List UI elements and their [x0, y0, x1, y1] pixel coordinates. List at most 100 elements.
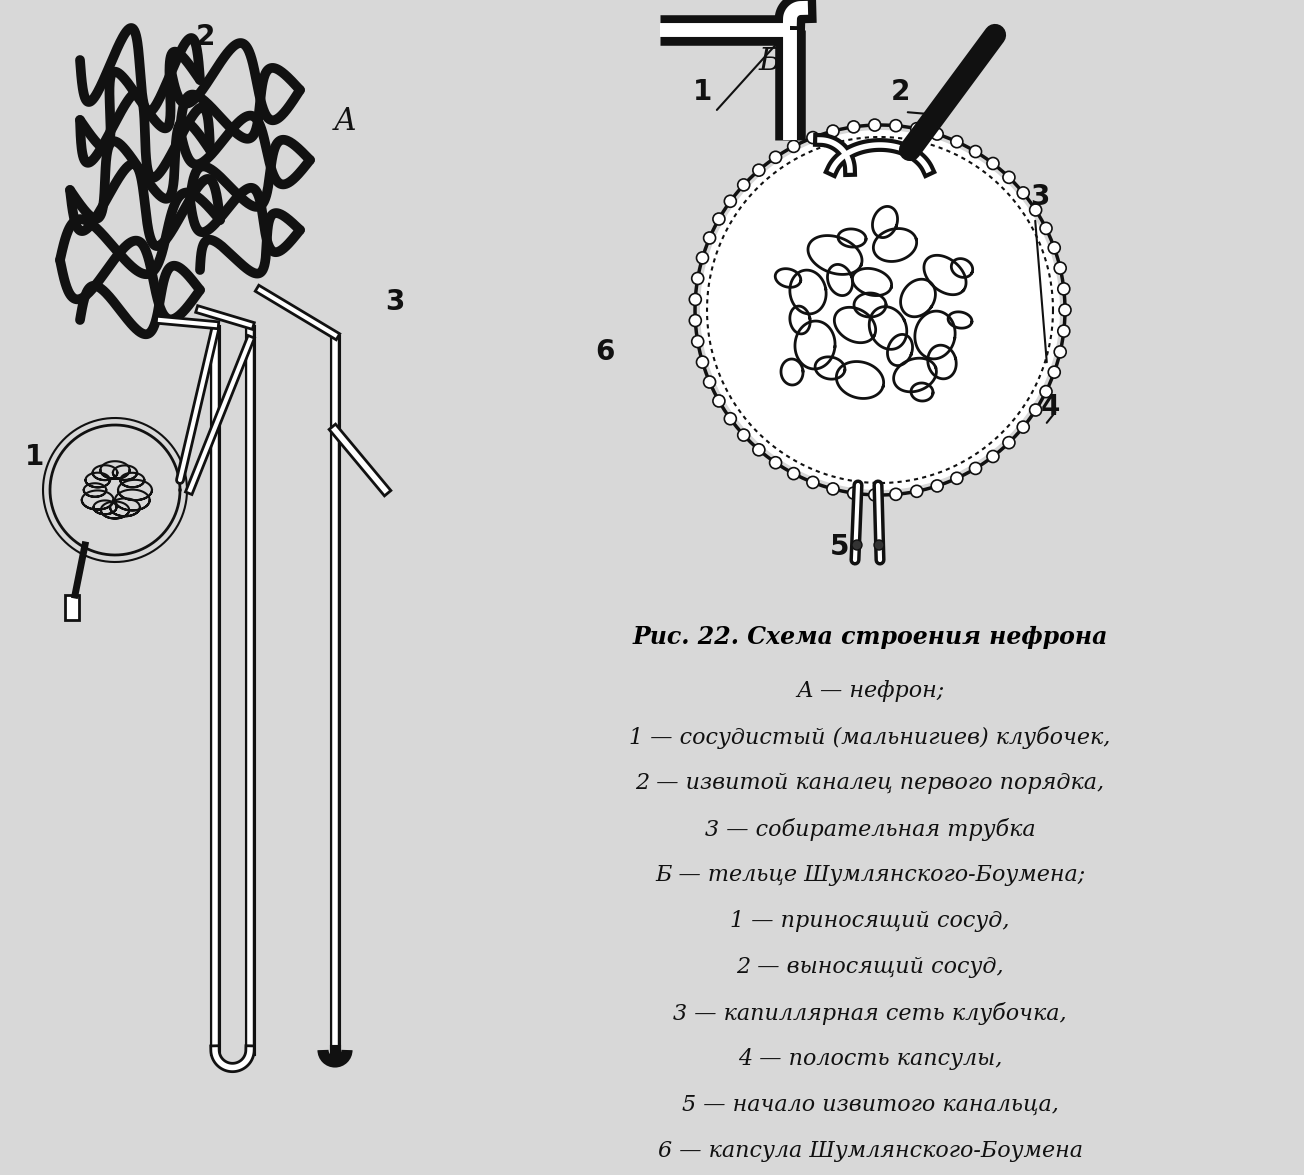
Text: 3 — капиллярная сеть клубочка,: 3 — капиллярная сеть клубочка,	[673, 1002, 1067, 1025]
Circle shape	[987, 450, 999, 463]
Circle shape	[827, 125, 838, 137]
Circle shape	[1048, 367, 1060, 378]
Text: 3 — собирательная трубка: 3 — собирательная трубка	[704, 818, 1035, 841]
Text: А: А	[334, 106, 356, 137]
Circle shape	[691, 273, 704, 284]
Circle shape	[696, 356, 708, 368]
Circle shape	[769, 152, 781, 163]
Text: 1: 1	[25, 443, 44, 471]
Text: Б: Б	[759, 46, 781, 78]
Circle shape	[752, 444, 765, 456]
Text: 4: 4	[1041, 392, 1060, 421]
Circle shape	[1030, 404, 1042, 416]
Circle shape	[889, 489, 902, 501]
Text: 5: 5	[831, 533, 850, 560]
Circle shape	[1003, 172, 1015, 183]
Polygon shape	[795, 321, 835, 369]
Circle shape	[788, 468, 799, 479]
Polygon shape	[853, 268, 892, 296]
Circle shape	[951, 472, 962, 484]
Circle shape	[788, 140, 799, 153]
Polygon shape	[808, 235, 862, 275]
Polygon shape	[888, 335, 913, 365]
Circle shape	[690, 294, 702, 306]
Circle shape	[874, 540, 884, 550]
Text: 2: 2	[891, 78, 910, 106]
Circle shape	[868, 489, 880, 501]
Circle shape	[1054, 345, 1067, 358]
Polygon shape	[781, 360, 803, 385]
Circle shape	[1048, 242, 1060, 254]
Polygon shape	[870, 307, 906, 349]
Polygon shape	[828, 264, 853, 296]
Text: 1 — сосудистый (мальнигиев) клубочек,: 1 — сосудистый (мальнигиев) клубочек,	[630, 726, 1111, 748]
Text: Рис. 22. Схема строения нефрона: Рис. 22. Схема строения нефрона	[632, 625, 1107, 649]
Circle shape	[827, 483, 838, 495]
Polygon shape	[776, 269, 801, 288]
Circle shape	[910, 122, 923, 135]
Circle shape	[1003, 437, 1015, 449]
Polygon shape	[901, 280, 935, 317]
Text: 2 — извитой каналец первого порядка,: 2 — извитой каналец первого порядка,	[635, 772, 1104, 794]
Circle shape	[1030, 204, 1042, 216]
Circle shape	[724, 195, 737, 207]
Circle shape	[769, 457, 781, 469]
Circle shape	[724, 412, 737, 424]
Circle shape	[1059, 304, 1071, 316]
Polygon shape	[790, 307, 810, 334]
Text: 2 — выносящий сосуд,: 2 — выносящий сосуд,	[737, 956, 1004, 978]
Circle shape	[848, 488, 859, 499]
Polygon shape	[835, 308, 876, 343]
Circle shape	[807, 132, 819, 143]
Text: 6 — капсула Шумлянского-Боумена: 6 — капсула Шумлянского-Боумена	[657, 1140, 1082, 1162]
Polygon shape	[838, 229, 866, 247]
Circle shape	[1017, 421, 1029, 434]
Circle shape	[704, 231, 716, 244]
Polygon shape	[915, 311, 955, 358]
Polygon shape	[925, 255, 966, 295]
Polygon shape	[874, 228, 917, 262]
Polygon shape	[948, 311, 971, 328]
Polygon shape	[893, 358, 936, 391]
Circle shape	[691, 336, 704, 348]
Circle shape	[738, 179, 750, 190]
Circle shape	[713, 213, 725, 226]
Circle shape	[848, 121, 859, 133]
Circle shape	[889, 120, 902, 132]
Polygon shape	[911, 383, 932, 401]
Circle shape	[1017, 187, 1029, 199]
Circle shape	[910, 485, 923, 497]
Circle shape	[1058, 325, 1069, 337]
Circle shape	[1041, 222, 1052, 234]
Polygon shape	[952, 258, 973, 277]
Circle shape	[1041, 385, 1052, 397]
Circle shape	[700, 130, 1060, 490]
Circle shape	[987, 157, 999, 169]
Circle shape	[752, 165, 765, 176]
Circle shape	[696, 251, 708, 264]
Polygon shape	[815, 357, 845, 380]
Circle shape	[713, 395, 725, 407]
Circle shape	[868, 119, 880, 132]
Circle shape	[1058, 283, 1069, 295]
Polygon shape	[927, 345, 956, 378]
Text: 4 — полость капсулы,: 4 — полость капсулы,	[738, 1048, 1003, 1070]
Text: Б — тельце Шумлянского-Боумена;: Б — тельце Шумлянского-Боумена;	[655, 864, 1085, 886]
Circle shape	[970, 146, 982, 157]
Text: 1: 1	[694, 78, 712, 106]
Text: 1 — приносящий сосуд,: 1 — приносящий сосуд,	[730, 909, 1009, 932]
Text: 5 — начало извитого канальца,: 5 — начало извитого канальца,	[682, 1094, 1059, 1116]
Text: 3: 3	[1030, 183, 1050, 212]
Text: 6: 6	[596, 338, 614, 365]
Polygon shape	[854, 293, 885, 317]
Text: 3: 3	[385, 288, 404, 316]
Text: А — нефрон;: А — нефрон;	[795, 680, 944, 701]
FancyBboxPatch shape	[65, 595, 80, 620]
Polygon shape	[790, 270, 827, 314]
Circle shape	[704, 376, 716, 388]
Circle shape	[738, 429, 750, 441]
Circle shape	[931, 479, 943, 492]
Circle shape	[852, 540, 862, 550]
Circle shape	[690, 315, 702, 327]
Circle shape	[931, 128, 943, 140]
